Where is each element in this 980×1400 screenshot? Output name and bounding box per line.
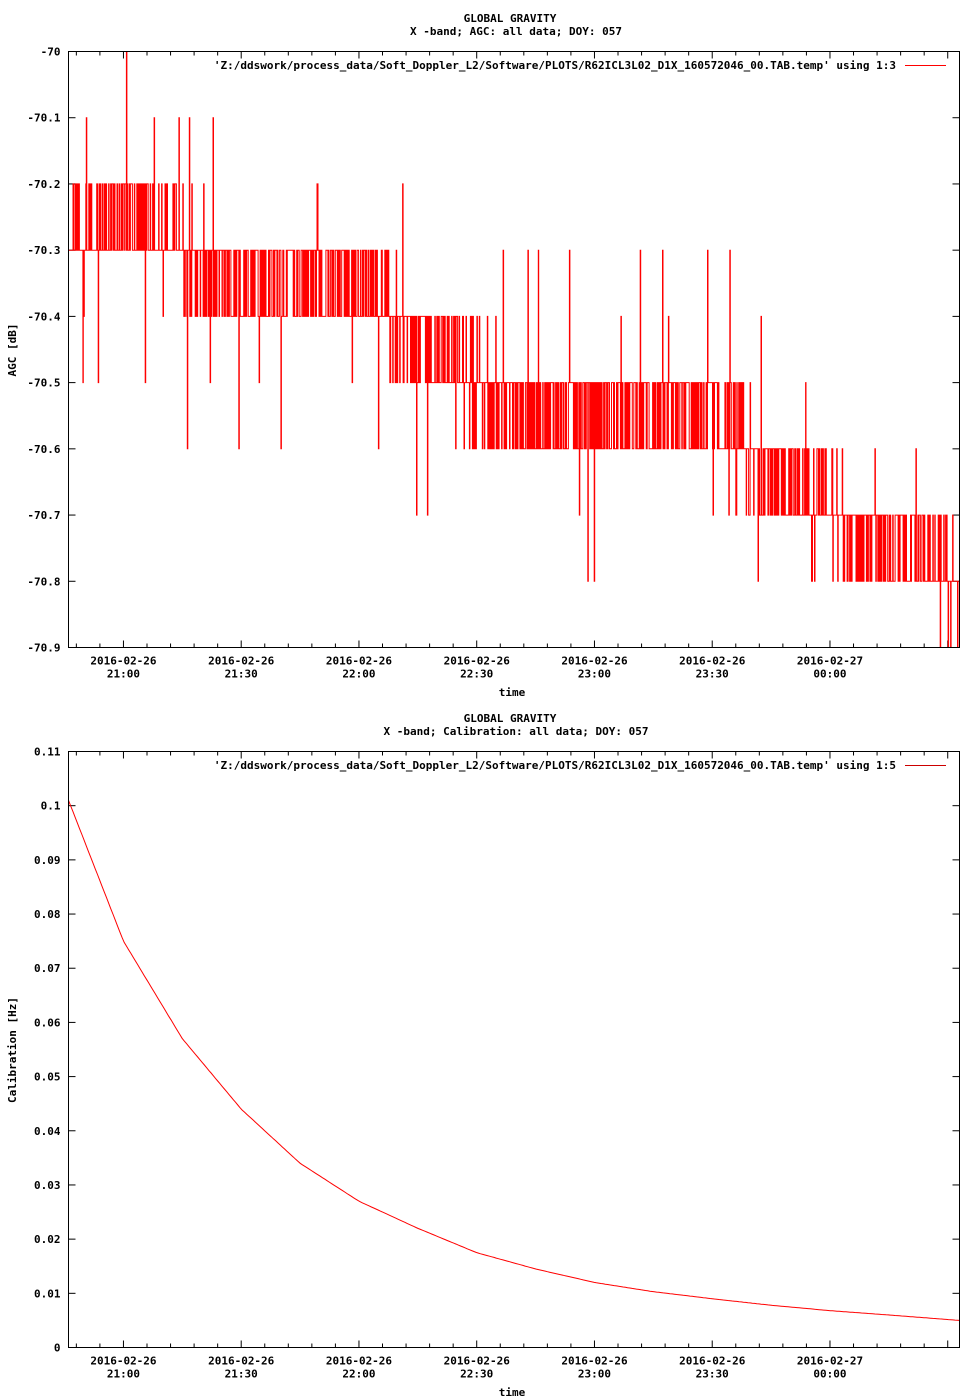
calibration-y-tick-label: 0.01 bbox=[34, 1287, 61, 1300]
calibration-series-line bbox=[68, 800, 960, 1321]
calibration-x-axis-label: time bbox=[499, 1386, 526, 1399]
calibration-x-tick-time: 23:30 bbox=[696, 1368, 729, 1381]
agc-x-axis-label: time bbox=[499, 686, 526, 699]
agc-x-tick-time: 23:00 bbox=[578, 668, 611, 681]
agc-y-tick-label: -70.5 bbox=[27, 377, 60, 390]
calibration-x-tick-date: 2016-02-26 bbox=[90, 1355, 157, 1368]
calibration-y-tick-label: 0.02 bbox=[34, 1233, 61, 1246]
agc-y-tick-label: -70.4 bbox=[27, 310, 60, 323]
agc-legend-label: 'Z:/ddswork/process_data/Soft_Doppler_L2… bbox=[214, 59, 896, 72]
calibration-plot-area bbox=[68, 800, 960, 1321]
agc-x-tick-time: 00:00 bbox=[813, 668, 846, 681]
agc-x-tick-date: 2016-02-26 bbox=[208, 655, 275, 668]
agc-x-tick-date: 2016-02-26 bbox=[679, 655, 746, 668]
agc-y-tick-label: -70.2 bbox=[27, 178, 60, 191]
calibration-x-tick-date: 2016-02-26 bbox=[561, 1355, 628, 1368]
calibration-y-tick-label: 0.05 bbox=[34, 1071, 61, 1084]
calibration-chart: GLOBAL GRAVITY X -band; Calibration: all… bbox=[6, 712, 960, 1399]
calibration-x-tick-date: 2016-02-27 bbox=[797, 1355, 863, 1368]
agc-y-tick-label: -70.7 bbox=[27, 509, 60, 522]
calibration-y-tick-label: 0.07 bbox=[34, 962, 61, 975]
agc-y-tick-label: -70.6 bbox=[27, 443, 60, 456]
calibration-x-tick-time: 22:00 bbox=[342, 1368, 375, 1381]
agc-x-tick-date: 2016-02-26 bbox=[90, 655, 157, 668]
calibration-x-tick-time: 21:30 bbox=[225, 1368, 258, 1381]
calibration-x-tick-time: 21:00 bbox=[107, 1368, 140, 1381]
calibration-y-tick-label: 0.11 bbox=[34, 746, 61, 759]
agc-x-tick-time: 22:30 bbox=[460, 668, 493, 681]
agc-y-tick-label: -70 bbox=[41, 46, 61, 59]
calibration-y-tick-label: 0.08 bbox=[34, 908, 61, 921]
agc-series-line bbox=[68, 51, 960, 648]
agc-x-tick-time: 22:00 bbox=[342, 668, 375, 681]
agc-x-tick-date: 2016-02-26 bbox=[326, 655, 393, 668]
agc-y-tick-label: -70.3 bbox=[27, 244, 60, 257]
agc-chart-subtitle: X -band; AGC: all data; DOY: 057 bbox=[410, 25, 622, 38]
calibration-y-tick-label: 0.04 bbox=[34, 1125, 61, 1138]
calibration-y-tick-label: 0.1 bbox=[41, 800, 61, 813]
calibration-y-tick-label: 0 bbox=[54, 1342, 61, 1355]
agc-x-tick-time: 23:30 bbox=[696, 668, 729, 681]
agc-plot-area bbox=[68, 51, 960, 648]
agc-chart: GLOBAL GRAVITY X -band; AGC: all data; D… bbox=[6, 12, 960, 699]
calibration-x-tick-date: 2016-02-26 bbox=[679, 1355, 746, 1368]
calibration-y-tick-label: 0.03 bbox=[34, 1179, 61, 1192]
calibration-x-tick-time: 00:00 bbox=[813, 1368, 846, 1381]
agc-plot-frame bbox=[68, 51, 960, 648]
calibration-y-tick-label: 0.09 bbox=[34, 854, 61, 867]
calibration-x-tick-date: 2016-02-26 bbox=[444, 1355, 511, 1368]
agc-y-tick-label: -70.9 bbox=[27, 642, 60, 655]
agc-y-axis-label: AGC [dB] bbox=[6, 324, 19, 377]
calibration-y-axis-label: Calibration [Hz] bbox=[6, 997, 19, 1103]
calibration-x-tick-date: 2016-02-26 bbox=[208, 1355, 275, 1368]
calibration-x-tick-time: 23:00 bbox=[578, 1368, 611, 1381]
agc-y-tick-label: -70.1 bbox=[27, 112, 60, 125]
calibration-x-tick-time: 22:30 bbox=[460, 1368, 493, 1381]
agc-x-tick-time: 21:00 bbox=[107, 668, 140, 681]
calibration-ticks: 0 0.01 0.02 0.03 0.04 0.05 0.06 0.07 0.08 0.09 0.1… bbox=[34, 746, 960, 1381]
agc-x-tick-time: 21:30 bbox=[225, 668, 258, 681]
calibration-chart-subtitle: X -band; Calibration: all data; DOY: 057 bbox=[384, 725, 649, 738]
agc-y-tick-label: -70.8 bbox=[27, 575, 60, 588]
calibration-chart-title: GLOBAL GRAVITY bbox=[464, 712, 557, 725]
calibration-y-tick-label: 0.06 bbox=[34, 1016, 61, 1029]
agc-x-tick-date: 2016-02-26 bbox=[561, 655, 628, 668]
agc-x-tick-date: 2016-02-27 bbox=[797, 655, 863, 668]
agc-chart-title: GLOBAL GRAVITY bbox=[464, 12, 557, 25]
calibration-legend-label: 'Z:/ddswork/process_data/Soft_Doppler_L2… bbox=[214, 759, 896, 772]
agc-ticks: -70 -70.1 -70.2 -70.3 -70.4 -70.5 -70.6 -70.7 -7… bbox=[27, 46, 960, 681]
agc-x-tick-date: 2016-02-26 bbox=[444, 655, 511, 668]
calibration-x-tick-date: 2016-02-26 bbox=[326, 1355, 393, 1368]
calibration-plot-frame bbox=[68, 751, 960, 1348]
